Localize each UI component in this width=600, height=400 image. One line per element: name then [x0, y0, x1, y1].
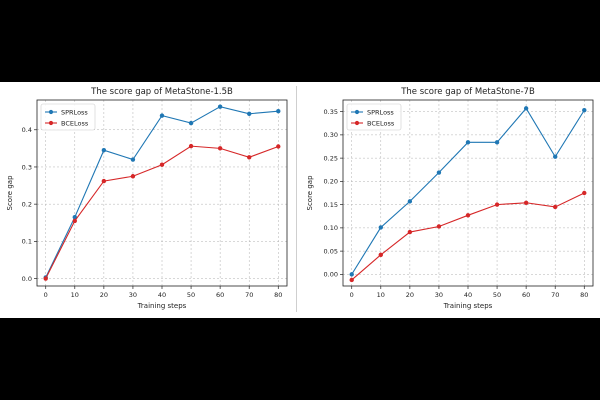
x-tick-label: 80: [580, 291, 588, 299]
x-axis-label: Training steps: [443, 302, 493, 310]
y-tick-label: 0.35: [324, 108, 338, 116]
x-tick-label: 30: [435, 291, 443, 299]
data-point: [159, 162, 165, 167]
chart-panel-7b: The score gap of MetaStone-7B 0 10 20 30 40 50…: [303, 84, 597, 314]
data-point: [494, 140, 500, 145]
data-point: [130, 174, 136, 179]
y-tick-label: 0.15: [324, 201, 338, 209]
y-tick-label: 0.30: [324, 131, 338, 139]
data-point: [407, 229, 413, 235]
data-point: [553, 204, 558, 210]
data-point: [378, 252, 383, 258]
legend-marker: [354, 109, 360, 115]
data-point: [349, 272, 354, 277]
y-tick-label: 0.3: [22, 163, 32, 171]
data-point: [130, 157, 136, 162]
x-tick-label: 50: [493, 291, 501, 299]
y-tick-label: 0.10: [324, 224, 338, 232]
y-tick-label: 0.20: [324, 178, 338, 186]
legend-label: SPRLoss: [367, 108, 394, 116]
x-tick-label: 60: [522, 291, 530, 299]
x-tick-label: 20: [406, 291, 414, 299]
data-point: [553, 154, 558, 159]
chart-title: The score gap of MetaStone-1.5B: [90, 87, 233, 97]
data-point: [523, 106, 529, 111]
x-tick-label: 50: [187, 291, 195, 299]
grid: [37, 100, 287, 286]
data-point: [247, 111, 252, 116]
data-point: [436, 224, 442, 229]
x-tick-label: 0: [44, 291, 48, 299]
x-tick-label: 30: [129, 291, 137, 299]
legend-marker: [48, 109, 54, 115]
data-point: [582, 108, 587, 113]
data-point: [465, 213, 471, 218]
legend-label: BCELoss: [367, 119, 395, 127]
y-tick-label: 0.00: [324, 271, 338, 279]
data-point: [276, 108, 281, 114]
y-tick-label: 0.25: [324, 154, 338, 162]
x-axis-label: Training steps: [137, 302, 187, 310]
x-tick-label: 40: [464, 291, 472, 299]
x-tick-label: 10: [377, 291, 385, 299]
legend-marker: [354, 120, 360, 126]
data-point: [494, 202, 500, 207]
y-axis-label: Score gap: [306, 175, 314, 211]
data-point: [72, 214, 77, 220]
data-point: [378, 225, 383, 230]
data-point: [159, 113, 165, 118]
y-tick-label: 0.4: [22, 126, 32, 134]
y-tick-label: 0.1: [22, 238, 32, 246]
y-tick-label: 0.0: [22, 275, 32, 283]
figure: The score gap of MetaStone-1.5B 0 10 20 30 40…: [0, 82, 600, 318]
legend-label: SPRLoss: [61, 108, 88, 116]
data-point: [217, 104, 223, 109]
data-point: [188, 120, 194, 126]
series-sprloss: [349, 106, 587, 277]
plot-frame: [36, 99, 288, 287]
data-point: [436, 170, 442, 175]
legend-marker: [48, 120, 54, 126]
data-point: [349, 277, 354, 283]
data-point: [247, 155, 252, 160]
y-axis-label: Score gap: [6, 175, 14, 211]
x-tick-label: 20: [100, 291, 108, 299]
panel-divider: [296, 86, 297, 312]
x-tick-label: 60: [216, 291, 224, 299]
x-tick-label: 0: [350, 291, 354, 299]
chart-1.5b: The score gap of MetaStone-1.5B 0 10 20 30 40…: [6, 87, 288, 310]
chart-title: The score gap of MetaStone-7B: [400, 87, 535, 97]
x-tick-label: 70: [245, 291, 253, 299]
data-point: [465, 140, 471, 145]
data-point: [523, 200, 529, 205]
data-point: [276, 144, 281, 149]
data-point: [72, 218, 77, 224]
series-bceloss: [43, 143, 281, 281]
x-tick-label: 10: [71, 291, 79, 299]
x-tick-label: 80: [274, 291, 282, 299]
legend-label: BCELoss: [61, 119, 89, 127]
data-point: [101, 178, 107, 184]
data-point: [582, 190, 587, 196]
data-point: [43, 276, 48, 281]
y-tick-label: 0.2: [22, 200, 32, 208]
series-bceloss: [349, 190, 587, 283]
data-point: [407, 199, 413, 204]
chart-panel-1b: The score gap of MetaStone-1.5B 0 10 20 30 40…: [3, 84, 291, 314]
legend: SPRLoss BCELoss: [346, 103, 402, 131]
plot-frame: [342, 99, 594, 287]
chart-7b: The score gap of MetaStone-7B 0 10 20 30 40 50…: [306, 87, 594, 310]
x-tick-label: 40: [158, 291, 166, 299]
data-point: [188, 143, 194, 149]
data-point: [217, 146, 223, 151]
data-point: [101, 148, 107, 153]
y-tick-label: 0.05: [324, 247, 338, 255]
x-tick-label: 70: [551, 291, 559, 299]
legend: SPRLoss BCELoss: [40, 103, 96, 131]
